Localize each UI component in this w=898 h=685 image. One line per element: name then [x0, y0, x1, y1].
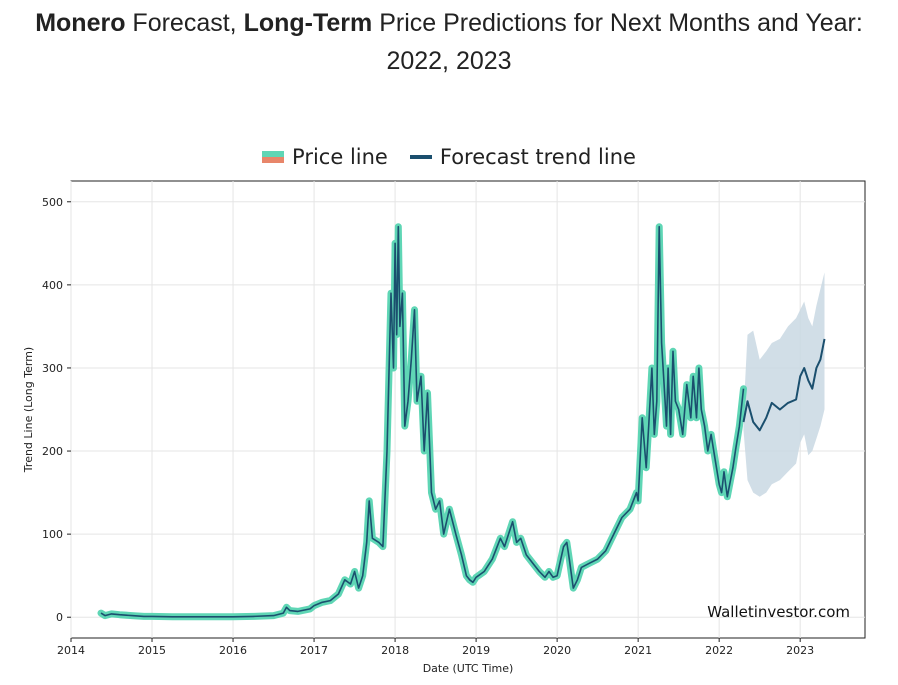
x-tick-label: 2019	[462, 644, 490, 657]
title-coin-name: Monero	[35, 9, 126, 37]
price-swatch-top	[262, 151, 285, 157]
price-line-core	[100, 225, 745, 618]
title-line-2: 2022, 2023	[386, 47, 512, 75]
forecast-trend-line	[742, 338, 826, 432]
forecast-line-swatch	[409, 155, 432, 159]
y-tick-label: 500	[42, 196, 63, 209]
legend-label-forecast: Forecast trend line	[439, 145, 636, 169]
watermark-text: Walletinvestor.com	[707, 603, 850, 621]
legend-label-price: Price line	[292, 145, 388, 169]
title-text-forecast: Forecast,	[125, 9, 244, 37]
x-tick-label: 2022	[705, 644, 733, 657]
x-axis-label: Date (UTC Time)	[423, 662, 514, 675]
y-tick-label: 200	[42, 445, 63, 458]
y-axis-label: Trend Line (Long Term)	[22, 347, 35, 473]
chart-legend: Price line Forecast trend line	[0, 140, 898, 174]
x-tick-label: 2023	[786, 644, 814, 657]
title-text-predictions: Price Predictions for Next Months and Ye…	[372, 9, 863, 37]
x-tick-label: 2015	[138, 644, 166, 657]
x-tick-label: 2020	[543, 644, 571, 657]
axis-ticks: 2014 2015 2016 2017 2018 2019 2020 2021 2022 2023…	[42, 196, 814, 657]
legend-entry-price: Price line	[262, 145, 388, 169]
x-tick-label: 2017	[300, 644, 328, 657]
price-line-swatch	[262, 151, 285, 163]
x-tick-label: 2018	[381, 644, 409, 657]
forecast-confidence-band	[743, 272, 825, 497]
title-long-term: Long-Term	[243, 9, 373, 37]
price-swatch-bottom	[262, 157, 285, 163]
x-tick-label: 2014	[57, 644, 85, 657]
y-tick-label: 0	[56, 611, 63, 624]
y-tick-label: 400	[42, 279, 63, 292]
legend-entry-forecast: Forecast trend line	[409, 145, 636, 169]
title-line-1: Monero Forecast, Long-Term Price Predict…	[0, 4, 898, 42]
page-title: Monero Forecast, Long-Term Price Predict…	[0, 0, 898, 80]
y-tick-label: 100	[42, 528, 63, 541]
x-tick-label: 2021	[624, 644, 652, 657]
y-tick-label: 300	[42, 362, 63, 375]
x-tick-label: 2016	[219, 644, 247, 657]
